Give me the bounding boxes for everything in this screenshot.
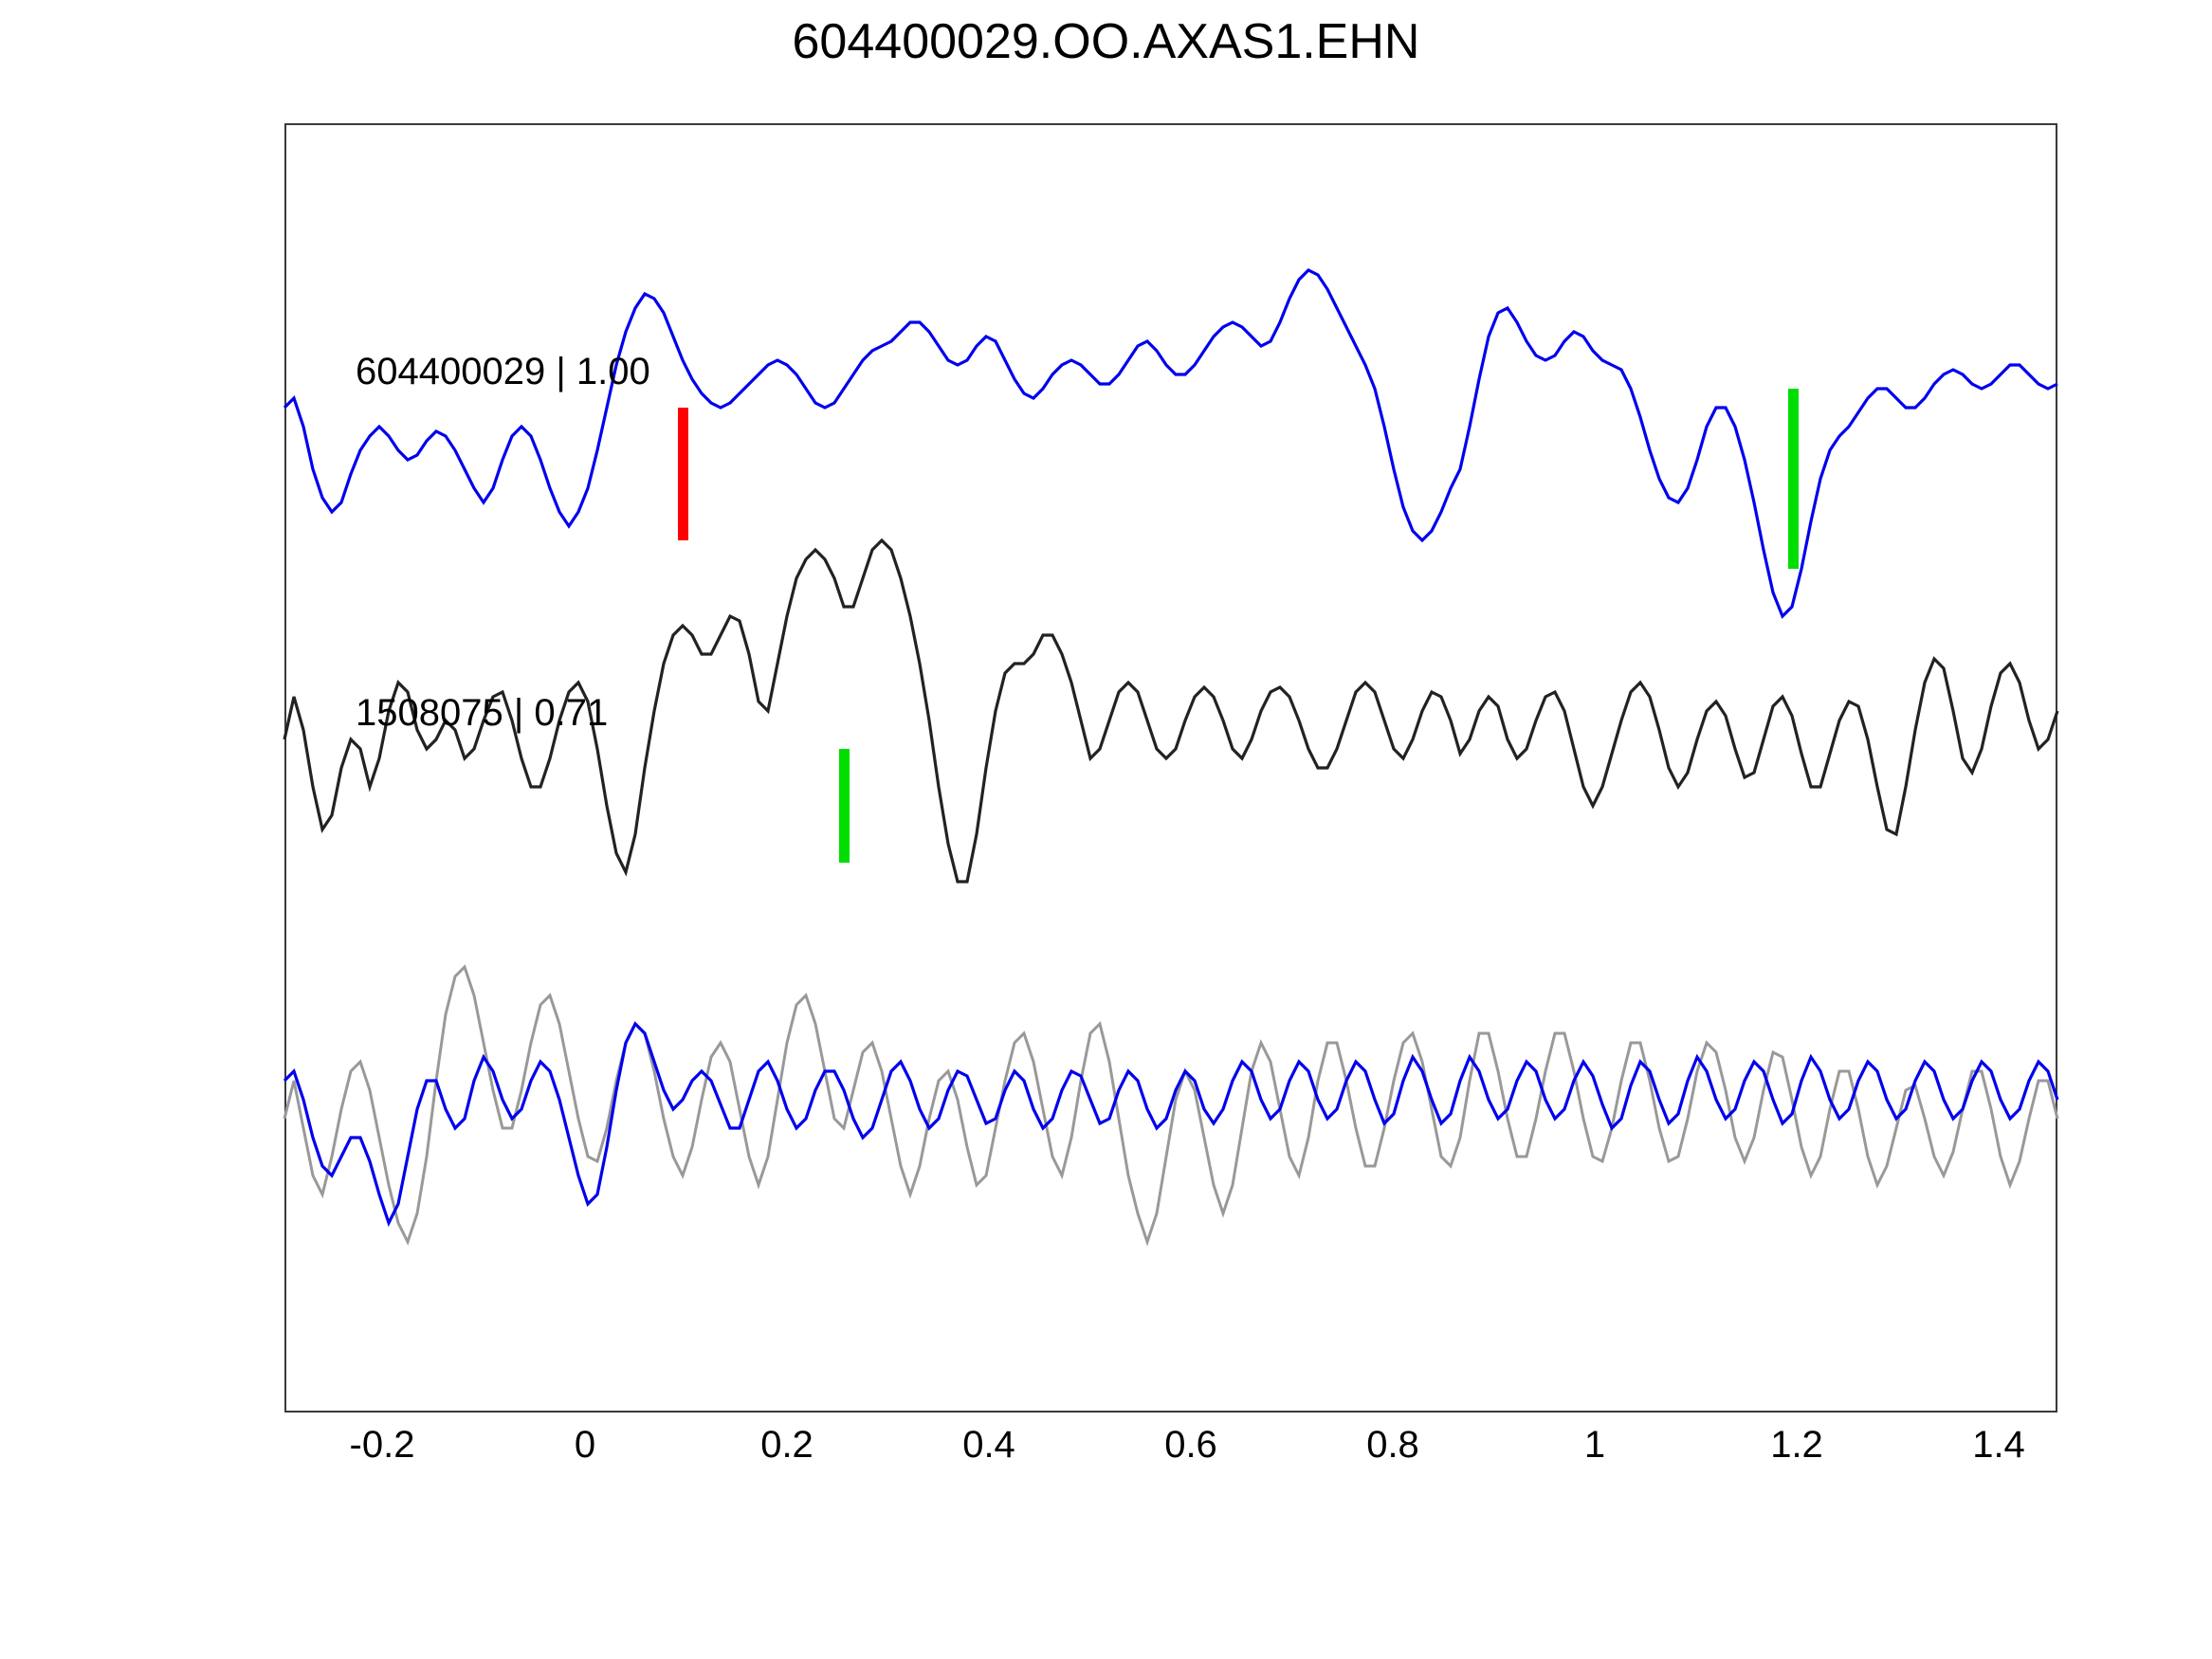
plot-area: -0.2 0 0.2 0.4 0.6 0.8 1 1.2 1.4 6044000… xyxy=(284,123,2057,1413)
x-tick-label-1: 0 xyxy=(575,1424,595,1467)
x-tick-label-0: -0.2 xyxy=(350,1424,415,1467)
green-marker-trace2 xyxy=(839,749,850,863)
x-tick-label-8: 1.4 xyxy=(1972,1424,2025,1467)
green-marker-trace1 xyxy=(1788,389,1799,569)
x-tick-label-7: 1.2 xyxy=(1770,1424,1823,1467)
x-tick-label-2: 0.2 xyxy=(760,1424,814,1467)
trace-label-604400029: 604400029 | 1.00 xyxy=(356,351,650,393)
x-tick-label-5: 0.8 xyxy=(1366,1424,1419,1467)
trace-label-1508075: 1508075 | 0.71 xyxy=(356,692,608,735)
x-tick-label-6: 1 xyxy=(1584,1424,1605,1467)
chart-title: 604400029.OO.AXAS1.EHN xyxy=(0,13,2212,70)
x-tick-label-4: 0.6 xyxy=(1164,1424,1217,1467)
x-tick-label-3: 0.4 xyxy=(962,1424,1015,1467)
waveform-svg xyxy=(284,123,2057,1413)
red-marker xyxy=(678,408,688,540)
seismogram-chart: 604400029.OO.AXAS1.EHN -0.2 xyxy=(0,0,2212,1659)
